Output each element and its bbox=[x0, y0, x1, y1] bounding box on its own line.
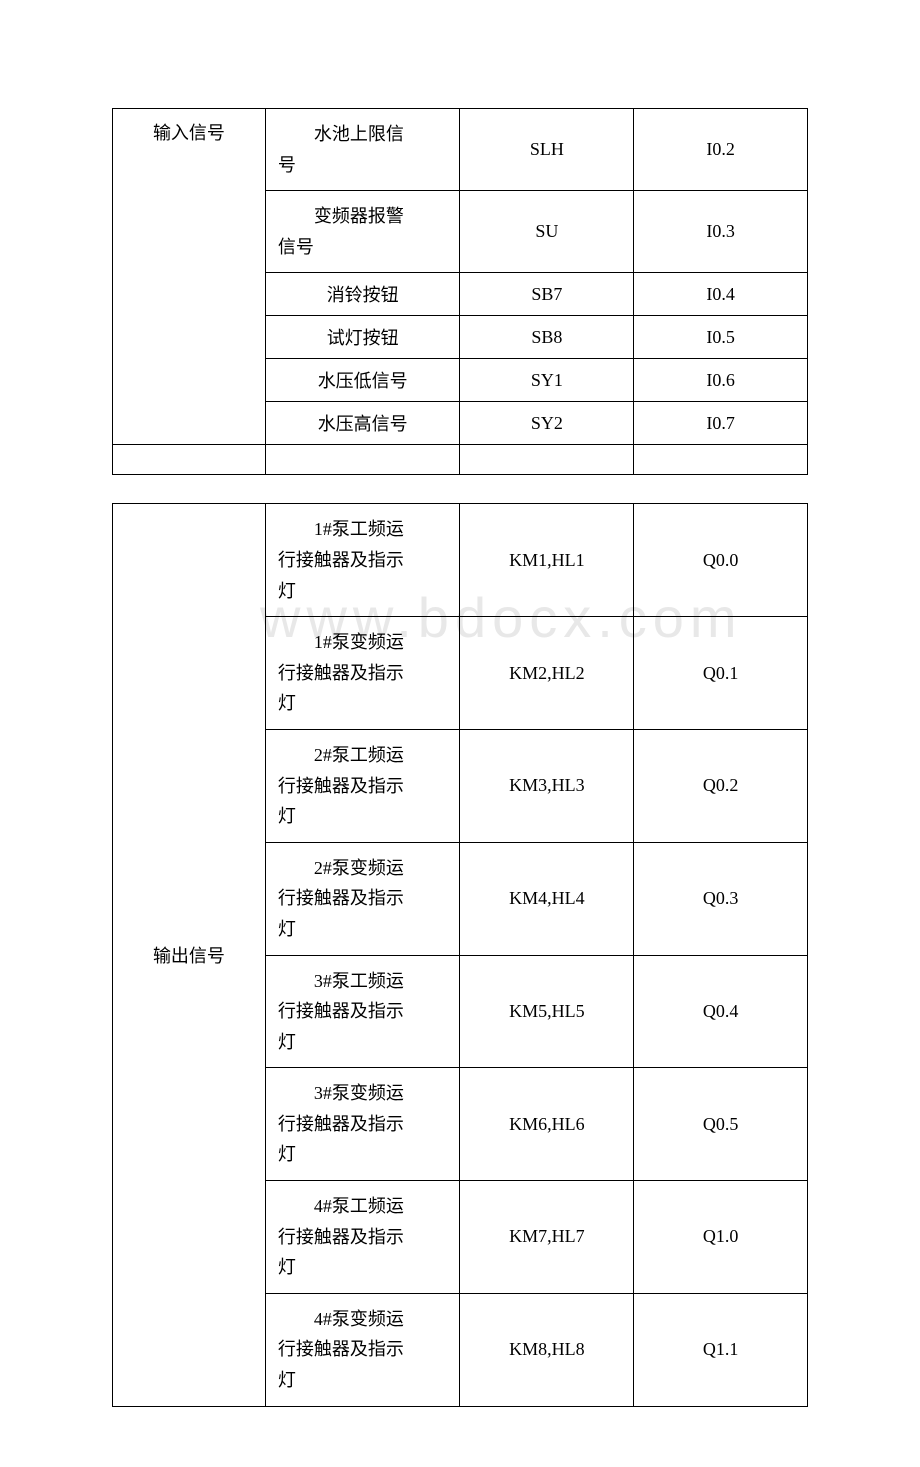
table-spacer bbox=[112, 475, 808, 503]
code-cell: KM7,HL7 bbox=[460, 1181, 634, 1294]
desc-cell: 水池上限信 号 bbox=[265, 109, 460, 191]
desc-text: 3#泵工频运 bbox=[278, 966, 404, 997]
desc-cell: 2#泵变频运 行接触器及指示 灯 bbox=[265, 842, 460, 955]
addr-cell: Q0.5 bbox=[634, 1068, 808, 1181]
code-cell: KM5,HL5 bbox=[460, 955, 634, 1068]
desc-cell: 变频器报警 信号 bbox=[265, 191, 460, 273]
desc-text: 4#泵工频运 bbox=[278, 1191, 404, 1222]
addr-cell: Q0.4 bbox=[634, 955, 808, 1068]
addr-cell: I0.2 bbox=[634, 109, 808, 191]
desc-text: 灯 bbox=[278, 919, 296, 939]
desc-text: 灯 bbox=[278, 1257, 296, 1277]
addr-cell: I0.5 bbox=[634, 316, 808, 359]
desc-text: 行接触器及指示 bbox=[278, 1227, 404, 1247]
code-cell: KM1,HL1 bbox=[460, 504, 634, 617]
code-cell: KM3,HL3 bbox=[460, 729, 634, 842]
empty-cell bbox=[460, 445, 634, 475]
addr-cell: I0.6 bbox=[634, 359, 808, 402]
desc-text: 行接触器及指示 bbox=[278, 550, 404, 570]
empty-cell bbox=[113, 445, 266, 475]
desc-cell: 1#泵变频运 行接触器及指示 灯 bbox=[265, 617, 460, 730]
desc-cell: 消铃按钮 bbox=[265, 273, 460, 316]
desc-text: 2#泵变频运 bbox=[278, 853, 404, 884]
desc-text: 灯 bbox=[278, 1144, 296, 1164]
desc-text: 2#泵工频运 bbox=[278, 740, 404, 771]
code-cell: SY1 bbox=[460, 359, 634, 402]
addr-cell: Q0.1 bbox=[634, 617, 808, 730]
desc-cell: 3#泵工频运 行接触器及指示 灯 bbox=[265, 955, 460, 1068]
desc-text: 3#泵变频运 bbox=[278, 1078, 404, 1109]
desc-text: 灯 bbox=[278, 806, 296, 826]
empty-cell bbox=[634, 445, 808, 475]
desc-text: 信号 bbox=[278, 237, 314, 257]
category-cell: 输入信号 bbox=[113, 109, 266, 445]
addr-cell: Q1.1 bbox=[634, 1293, 808, 1406]
code-cell: KM2,HL2 bbox=[460, 617, 634, 730]
desc-text: 行接触器及指示 bbox=[278, 776, 404, 796]
desc-cell: 3#泵变频运 行接触器及指示 灯 bbox=[265, 1068, 460, 1181]
code-cell: KM6,HL6 bbox=[460, 1068, 634, 1181]
input-signal-table: 输入信号 水池上限信 号 SLH I0.2 变频器报警 信号 SU I0.3 消… bbox=[112, 108, 808, 475]
desc-cell: 4#泵工频运 行接触器及指示 灯 bbox=[265, 1181, 460, 1294]
page-content: 输入信号 水池上限信 号 SLH I0.2 变频器报警 信号 SU I0.3 消… bbox=[112, 108, 808, 1407]
addr-cell: I0.3 bbox=[634, 191, 808, 273]
desc-text: 变频器报警 bbox=[278, 201, 404, 232]
desc-text: 灯 bbox=[278, 693, 296, 713]
desc-text: 灯 bbox=[278, 1370, 296, 1390]
desc-text: 行接触器及指示 bbox=[278, 1339, 404, 1359]
addr-cell: Q0.2 bbox=[634, 729, 808, 842]
code-cell: SLH bbox=[460, 109, 634, 191]
desc-text: 号 bbox=[278, 155, 296, 175]
desc-text: 灯 bbox=[278, 1032, 296, 1052]
addr-cell: Q0.0 bbox=[634, 504, 808, 617]
desc-text: 4#泵变频运 bbox=[278, 1304, 404, 1335]
addr-cell: I0.7 bbox=[634, 402, 808, 445]
addr-cell: Q0.3 bbox=[634, 842, 808, 955]
desc-text: 行接触器及指示 bbox=[278, 888, 404, 908]
table-row: 输出信号 1#泵工频运 行接触器及指示 灯 KM1,HL1 Q0.0 bbox=[113, 504, 808, 617]
addr-cell: Q1.0 bbox=[634, 1181, 808, 1294]
desc-text: 1#泵变频运 bbox=[278, 627, 404, 658]
desc-text: 行接触器及指示 bbox=[278, 663, 404, 683]
desc-cell: 2#泵工频运 行接触器及指示 灯 bbox=[265, 729, 460, 842]
empty-cell bbox=[265, 445, 460, 475]
code-cell: KM4,HL4 bbox=[460, 842, 634, 955]
category-cell: 输出信号 bbox=[113, 504, 266, 1406]
code-cell: KM8,HL8 bbox=[460, 1293, 634, 1406]
desc-cell: 试灯按钮 bbox=[265, 316, 460, 359]
code-cell: SU bbox=[460, 191, 634, 273]
code-cell: SB7 bbox=[460, 273, 634, 316]
desc-text: 灯 bbox=[278, 581, 296, 601]
desc-text: 水池上限信 bbox=[278, 119, 404, 150]
desc-text: 行接触器及指示 bbox=[278, 1001, 404, 1021]
table-row: 输入信号 水池上限信 号 SLH I0.2 bbox=[113, 109, 808, 191]
output-signal-table: 输出信号 1#泵工频运 行接触器及指示 灯 KM1,HL1 Q0.0 1#泵变频… bbox=[112, 503, 808, 1406]
desc-cell: 4#泵变频运 行接触器及指示 灯 bbox=[265, 1293, 460, 1406]
desc-cell: 水压高信号 bbox=[265, 402, 460, 445]
desc-cell: 1#泵工频运 行接触器及指示 灯 bbox=[265, 504, 460, 617]
desc-cell: 水压低信号 bbox=[265, 359, 460, 402]
code-cell: SB8 bbox=[460, 316, 634, 359]
code-cell: SY2 bbox=[460, 402, 634, 445]
desc-text: 行接触器及指示 bbox=[278, 1114, 404, 1134]
desc-text: 1#泵工频运 bbox=[278, 514, 404, 545]
addr-cell: I0.4 bbox=[634, 273, 808, 316]
table-row-empty bbox=[113, 445, 808, 475]
